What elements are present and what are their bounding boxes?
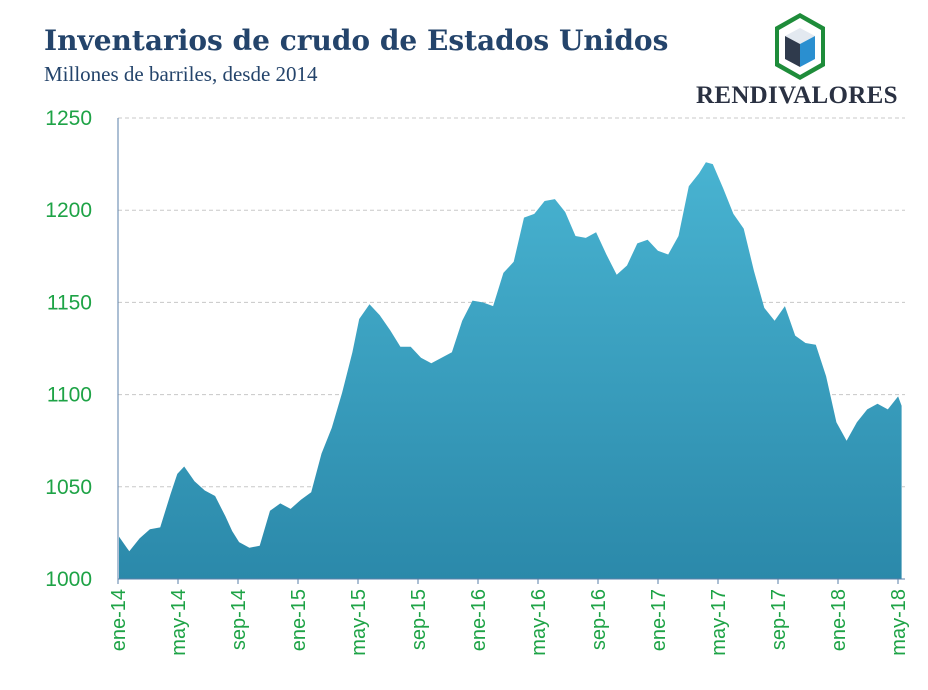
- chart-subtitle: Millones de barriles, desde 2014: [44, 62, 318, 86]
- x-tick-label: sep-14: [228, 589, 250, 650]
- axes: [117, 118, 905, 584]
- x-tick-label: may-17: [708, 589, 730, 656]
- x-tick-label: sep-16: [588, 589, 610, 650]
- y-tick-label: 1050: [45, 476, 92, 499]
- x-tick-label: may-14: [168, 589, 190, 656]
- chart-title: Inventarios de crudo de Estados Unidos: [44, 24, 669, 57]
- brand-name: RENDIVALORES: [696, 82, 898, 109]
- y-tick-label: 1200: [45, 199, 92, 222]
- y-tick-label: 1150: [47, 291, 92, 314]
- x-tick-label: ene-18: [828, 589, 850, 651]
- y-tick-label: 1000: [45, 568, 92, 591]
- inventory-area: [119, 162, 902, 580]
- y-tick-label: 1100: [47, 384, 92, 407]
- x-tick-label: sep-17: [768, 589, 790, 650]
- y-tick-labels: 1000 1050 1100 1150 1200 1250: [45, 107, 92, 591]
- x-tick-label: ene-15: [288, 589, 310, 651]
- x-tick-labels: ene-14 may-14 sep-14 ene-15 may-15 sep-15 ene-…: [108, 589, 910, 656]
- series-area: [119, 162, 902, 580]
- logo-cube-left: [785, 36, 800, 67]
- y-tick-label: 1250: [45, 107, 92, 130]
- x-tick-label: ene-17: [648, 589, 670, 651]
- x-tick-label: sep-15: [408, 589, 430, 650]
- x-tick-label: may-18: [888, 589, 910, 656]
- cube-hexagon-logo-icon: [775, 13, 825, 80]
- x-tick-label: ene-14: [108, 589, 130, 651]
- logo-cube-right: [800, 36, 815, 67]
- x-tick-label: may-16: [528, 589, 550, 656]
- x-tick-label: may-15: [348, 589, 370, 656]
- x-tick-label: ene-16: [468, 589, 490, 651]
